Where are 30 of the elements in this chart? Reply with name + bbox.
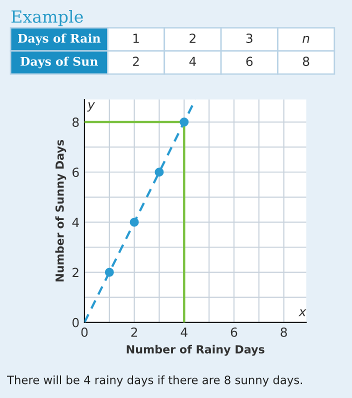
point — [104, 268, 114, 277]
text: 3 — [246, 34, 252, 44]
y-tick-label: 2 — [72, 268, 78, 278]
chart-title: Example — [11, 10, 83, 26]
point — [154, 168, 164, 177]
y-tick-label: 4 — [72, 218, 79, 227]
point — [180, 118, 189, 127]
annotation: y — [87, 102, 96, 112]
text: 1 — [133, 34, 139, 43]
y-axis-title: Number of Sunny Days — [55, 140, 66, 282]
x-tick-label: 0 — [81, 327, 88, 337]
text: 8 — [302, 56, 310, 66]
y-tick-label: 6 — [72, 168, 79, 178]
text: Days of Sun — [20, 56, 98, 68]
point — [130, 218, 139, 227]
text: There will be 4 rainy days if there are 8 sunny days. — [7, 375, 302, 386]
y-tick-label: 0 — [72, 318, 79, 328]
text: 6 — [246, 56, 253, 66]
text: 4 — [189, 56, 196, 66]
x-tick-label: 2 — [131, 327, 138, 337]
x-axis-title: Number of Rainy Days — [126, 344, 264, 356]
text: Days of Rain — [18, 34, 101, 46]
text: 2 — [132, 56, 139, 66]
text: 2 — [190, 34, 196, 43]
y-tick-label: 8 — [72, 118, 79, 127]
text: n — [302, 36, 310, 43]
x-tick-label: 4 — [180, 328, 188, 337]
x-tick-label: 8 — [280, 327, 287, 337]
x-tick-label: 6 — [230, 327, 238, 337]
annotation: x — [298, 309, 306, 316]
